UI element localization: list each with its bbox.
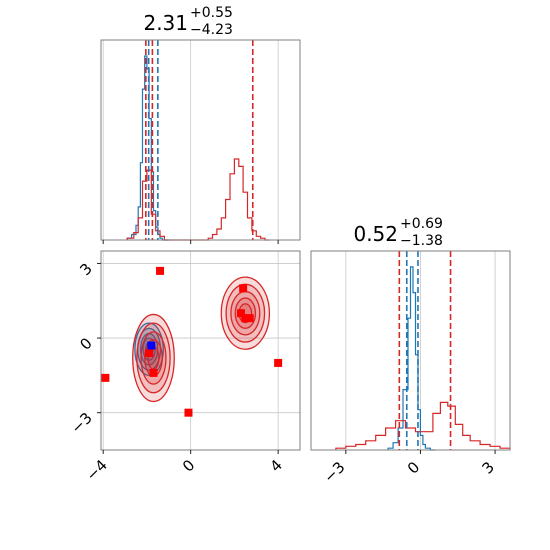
scatter-point-0-8 (145, 348, 154, 357)
y-tick-label: 0 (76, 334, 95, 353)
scatter-point-0-4 (241, 314, 250, 323)
scatter-point-1-0 (147, 341, 156, 350)
y-tick-label: 3 (76, 260, 95, 279)
histogram-series-1 (335, 401, 511, 450)
density-contour-2-0 (220, 276, 271, 350)
panel-title-lower-error: −1.38 (400, 233, 443, 249)
panel-frame (310, 250, 511, 451)
panel-title-value: 0.52 (353, 222, 398, 246)
x-tick-label: 0 (404, 458, 423, 477)
panel-title-lower-error: −4.23 (190, 22, 233, 38)
scatter-point-0-5 (245, 314, 254, 323)
density-contour-1-1 (136, 322, 171, 394)
marginal-x-histogram-panel: 2.31 +0.55−4.23 (100, 5, 301, 244)
x-tick-label: 3 (478, 458, 497, 477)
density-contour-1-0 (132, 313, 175, 403)
panel-frame (100, 39, 301, 241)
x-tick-label: 0 (179, 456, 198, 475)
scatter-point-0-9 (184, 408, 193, 417)
panel-title-upper-error: +0.55 (190, 5, 233, 21)
scatter-point-0-6 (274, 358, 283, 367)
scatter-point-0-0 (156, 266, 165, 275)
joint-scatter-panel: −4 0 4 −3 0 3 (67, 250, 301, 484)
scatter-point-0-3 (236, 309, 245, 318)
panel-title-value: 2.31 (143, 11, 188, 35)
scatter-point-0-2 (239, 284, 248, 293)
histogram-series-1 (126, 158, 270, 241)
x-tick-label: −3 (320, 458, 348, 486)
marginal-y-histogram-panel: −3 0 3 0.52 +0.69−1.38 (310, 216, 511, 486)
panel-title-upper-error: +0.69 (400, 216, 443, 232)
x-tick-label: 4 (266, 456, 285, 475)
scatter-point-0-1 (101, 373, 110, 382)
panel-frame (100, 250, 301, 451)
x-tick-label: −4 (83, 456, 111, 484)
scatter-point-0-7 (149, 368, 158, 377)
histogram-series-0 (387, 266, 436, 451)
y-tick-label: −3 (67, 409, 95, 437)
